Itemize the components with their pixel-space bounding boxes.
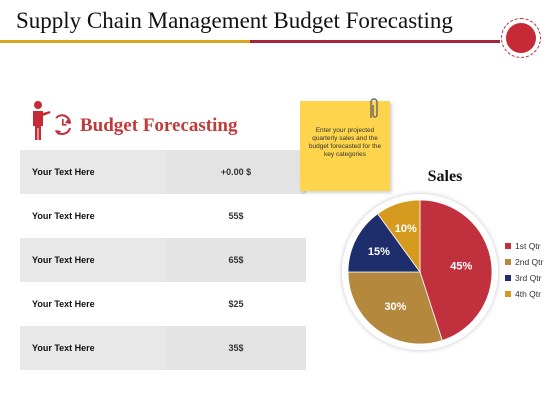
row-label: Your Text Here <box>32 211 95 221</box>
table-row: Your Text Here $25 <box>20 282 306 326</box>
sticky-note-text: Enter your projected quarterly sales and… <box>308 127 382 158</box>
legend-label: 3rd Qtr <box>515 273 542 283</box>
pie-slice-3 <box>347 213 421 273</box>
legend-item: 1st Qtr <box>505 238 543 254</box>
legend-item: 3rd Qtr <box>505 270 543 286</box>
legend-swatch <box>505 259 511 265</box>
title-underline-gold <box>0 40 250 43</box>
legend-swatch <box>505 275 511 281</box>
pie-slice-2 <box>347 271 443 345</box>
table-row: Your Text Here 55$ <box>20 194 306 238</box>
legend-item: 4th Qtr <box>505 286 543 302</box>
row-label: Your Text Here <box>20 150 166 194</box>
legend-label: 4th Qtr <box>515 289 541 299</box>
pie-slice-1 <box>419 199 493 341</box>
row-label: Your Text Here <box>32 299 95 309</box>
paperclip-icon <box>370 98 378 118</box>
sticky-note: Enter your projected quarterly sales and… <box>300 101 390 191</box>
title-underline-red <box>250 40 500 43</box>
legend-item: 2nd Qtr <box>505 254 543 270</box>
pie-slice-label: 15% <box>368 246 390 258</box>
title-underline <box>0 40 500 43</box>
chart-legend: 1st Qtr 2nd Qtr 3rd Qtr 4th Qtr <box>505 238 543 302</box>
row-value: 55$ <box>228 211 244 221</box>
row-value: +0.00 $ <box>166 150 306 194</box>
row-value: 65$ <box>166 238 306 282</box>
row-value: $25 <box>228 299 244 309</box>
legend-swatch <box>505 291 511 297</box>
budget-table: Your Text Here +0.00 $ Your Text Here 55… <box>20 150 306 370</box>
pie-slice-label: 10% <box>395 223 417 235</box>
budget-heading: Budget Forecasting <box>80 115 238 136</box>
row-value: 35$ <box>166 326 306 370</box>
pie-slice-4 <box>377 199 421 274</box>
pie-slice-label: 45% <box>450 260 472 272</box>
table-row: Your Text Here 35$ <box>20 326 306 370</box>
table-row: Your Text Here 65$ <box>20 238 306 282</box>
page-title: Supply Chain Management Budget Forecasti… <box>16 8 453 33</box>
row-label: Your Text Here <box>20 238 166 282</box>
chart-title: Sales <box>427 168 463 185</box>
legend-swatch <box>505 243 511 249</box>
pie-slice-label: 30% <box>384 301 406 313</box>
circle-badge-icon <box>501 18 541 58</box>
pie-chart: 45% 30% 15% 10% <box>342 194 498 350</box>
table-row: Your Text Here +0.00 $ <box>20 150 306 194</box>
legend-label: 2nd Qtr <box>515 257 544 267</box>
badge-core <box>506 23 536 53</box>
legend-label: 1st Qtr <box>515 241 541 251</box>
row-label: Your Text Here <box>20 326 166 370</box>
presenter-with-cycle-icon <box>33 101 71 140</box>
